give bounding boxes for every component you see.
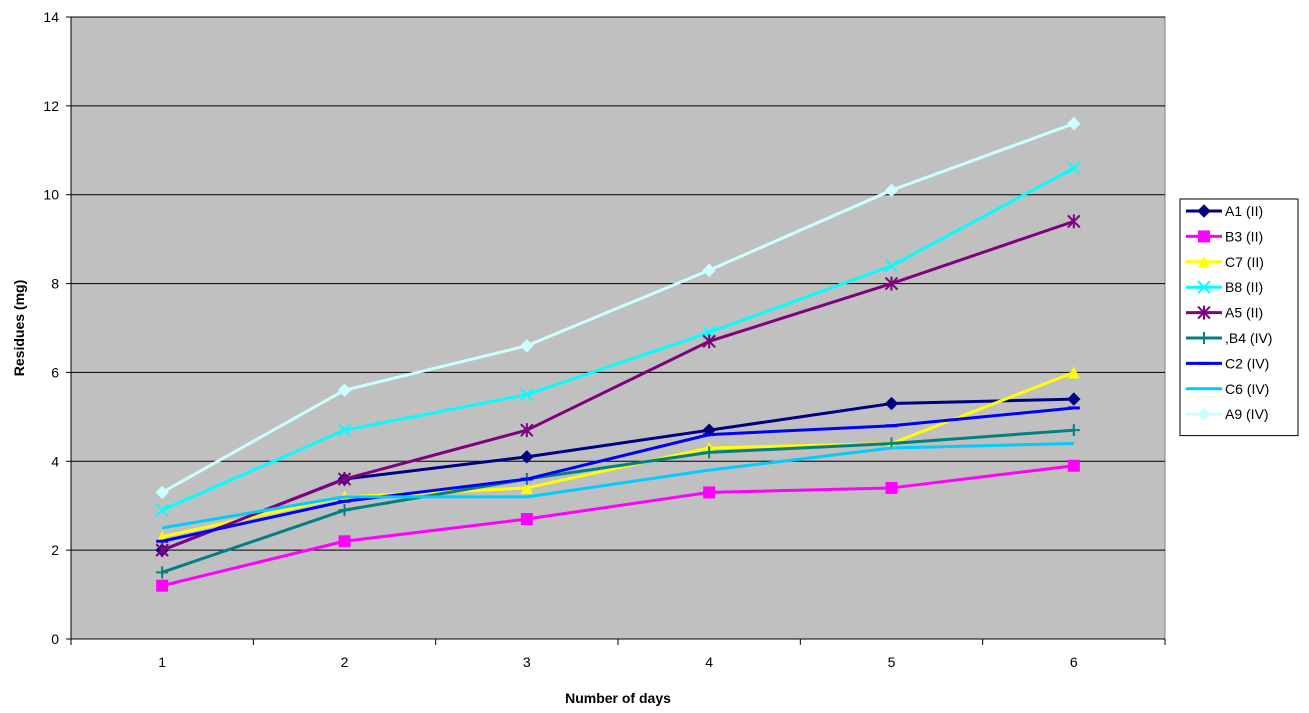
legend-label: A1 (II)	[1225, 203, 1263, 219]
series-line	[161, 406, 1074, 543]
x-axis-ticks: 1 2 3 4 5 6	[70, 638, 1166, 670]
legend-label: B3 (II)	[1225, 228, 1263, 244]
series-1	[156, 459, 1080, 592]
x-tick-label: 1	[158, 654, 166, 670]
legend-label: C2 (IV)	[1225, 355, 1269, 371]
legend: A1 (II) B3 (II) C7 (II) B8 (II) A5 (II) ,B4 (…	[1179, 198, 1299, 437]
data-point	[885, 481, 898, 494]
data-point	[1067, 424, 1080, 437]
data-point	[337, 472, 352, 487]
series-5	[156, 424, 1080, 579]
data-point	[338, 504, 351, 517]
y-tick-label: 14	[43, 9, 59, 25]
legend-label: B8 (II)	[1225, 279, 1263, 295]
data-point	[1067, 161, 1081, 175]
data-point	[1067, 459, 1080, 472]
legend-item: B8 (II)	[1186, 279, 1263, 295]
plot-area	[70, 16, 1166, 640]
data-point	[1198, 230, 1210, 243]
data-point	[702, 334, 716, 349]
x-tick-label: 5	[888, 654, 896, 670]
x-tick-label: 2	[341, 654, 349, 670]
x-tick-label: 6	[1070, 654, 1078, 670]
series-4	[155, 214, 1081, 558]
y-tick-label: 0	[51, 631, 59, 647]
x-tick-label: 3	[523, 654, 531, 670]
series-line	[161, 464, 1075, 588]
data-point	[520, 339, 534, 353]
y-tick-label: 4	[51, 453, 59, 469]
data-point	[702, 263, 716, 277]
legend-label: A5 (II)	[1225, 305, 1263, 321]
series-line	[161, 428, 1074, 574]
data-point	[884, 259, 899, 273]
legend-item: A9 (IV)	[1186, 406, 1269, 422]
x-tick-label: 4	[705, 654, 713, 670]
data-point	[338, 535, 351, 548]
data-point	[884, 276, 899, 291]
series-line	[161, 442, 1074, 530]
legend-label: C7 (II)	[1225, 254, 1264, 270]
data-point	[1067, 214, 1081, 229]
data-point	[1197, 305, 1211, 320]
y-tick-label: 2	[51, 542, 59, 558]
legend-label: ,B4 (IV)	[1225, 330, 1272, 346]
legend-label: A9 (IV)	[1225, 406, 1269, 422]
series-3	[155, 161, 1081, 517]
data-point	[1197, 280, 1211, 294]
series-8	[155, 116, 1081, 500]
legend-item: C6 (IV)	[1186, 381, 1269, 397]
data-point	[155, 543, 169, 558]
data-point	[520, 423, 534, 438]
y-axis-title: Residues (mg)	[11, 280, 27, 376]
gridlines	[71, 16, 1165, 551]
legend-item: C7 (II)	[1186, 254, 1264, 270]
data-point	[1197, 407, 1211, 421]
data-point	[520, 450, 534, 464]
y-tick-label: 12	[43, 98, 59, 114]
data-point	[337, 383, 352, 397]
data-point	[1198, 332, 1210, 344]
data-point	[884, 396, 899, 411]
series-line	[161, 166, 1075, 512]
data-point	[703, 446, 716, 459]
data-point	[520, 481, 533, 494]
data-point	[1067, 392, 1081, 406]
data-point	[1067, 116, 1081, 131]
legend-item: A1 (II)	[1186, 203, 1263, 219]
data-point	[156, 579, 169, 592]
y-tick-label: 10	[43, 187, 59, 203]
series-7	[161, 442, 1074, 530]
legend-item: B3 (II)	[1186, 228, 1263, 244]
data-point	[1198, 255, 1210, 268]
y-axis-ticks: 0 2 4 6 8 10 12 14	[43, 9, 72, 647]
data-point	[520, 387, 534, 402]
data-point	[703, 486, 716, 499]
y-tick-label: 8	[51, 276, 59, 292]
data-point	[884, 183, 899, 197]
series-6	[156, 406, 1080, 543]
data-point	[1197, 204, 1211, 218]
legend-item: ,B4 (IV)	[1186, 330, 1272, 346]
legend-item: A5 (II)	[1186, 305, 1263, 321]
data-point	[155, 503, 169, 517]
x-axis-title: Number of days	[565, 690, 671, 706]
legend-label: C6 (IV)	[1225, 381, 1269, 397]
data-point	[1067, 366, 1080, 379]
series-line	[161, 122, 1075, 494]
legend-item: C2 (IV)	[1186, 355, 1269, 371]
data-point	[520, 513, 533, 526]
data-point	[155, 485, 169, 500]
series-layer	[155, 116, 1081, 592]
y-tick-label: 6	[51, 364, 59, 380]
data-point	[337, 423, 352, 437]
series-line	[161, 219, 1075, 552]
data-point	[156, 566, 169, 579]
